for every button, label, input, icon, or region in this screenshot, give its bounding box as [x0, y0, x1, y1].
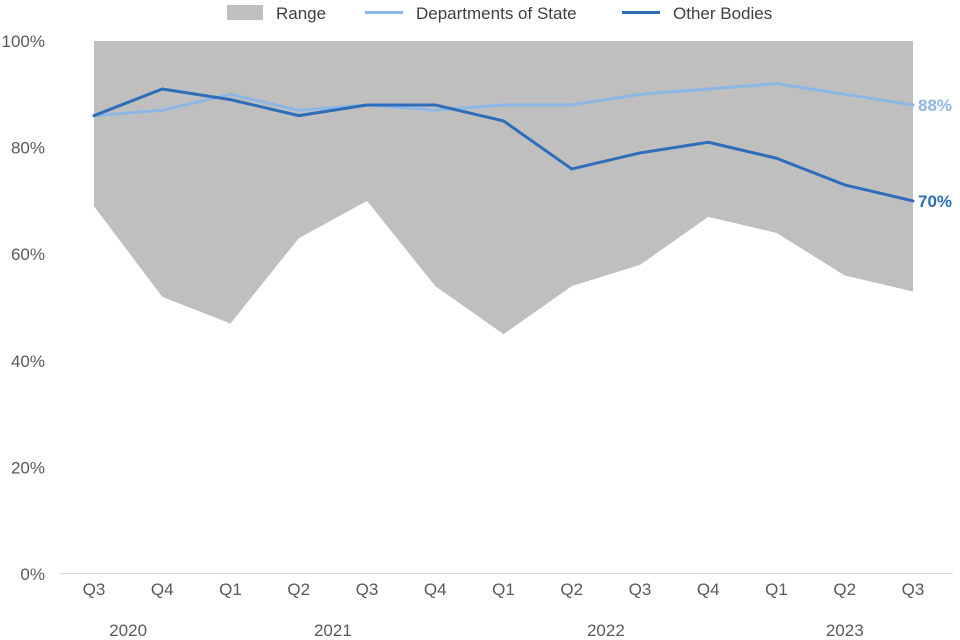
y-tick-label: 20%	[11, 458, 45, 477]
legend-label-departments-of-state: Departments of State	[416, 4, 577, 23]
series-line-other-bodies	[92, 87, 915, 203]
y-tick-label: 100%	[2, 32, 45, 51]
x-tick-label: Q3	[83, 580, 106, 599]
year-label: 2020	[109, 621, 147, 640]
y-tick-label: 80%	[11, 139, 45, 158]
x-tick-label: Q3	[902, 580, 925, 599]
plot-area	[92, 41, 915, 335]
legend-swatch-range	[227, 5, 263, 20]
legend: Range Departments of State Other Bodies	[227, 4, 772, 23]
end-labels: 88% 70%	[918, 96, 952, 211]
y-tick-label: 0%	[20, 565, 45, 584]
x-tick-label: Q1	[492, 580, 515, 599]
x-tick-label: Q2	[833, 580, 856, 599]
legend-label-other-bodies: Other Bodies	[673, 4, 772, 23]
y-tick-label: 40%	[11, 352, 45, 371]
y-axis: 0% 20% 40% 60% 80% 100%	[2, 32, 45, 584]
x-axis: Q3 Q4 Q1 Q2 Q3 Q4 Q1 Q2 Q3 Q4 Q1 Q2 Q3 2020 2021 2022 20…	[83, 580, 925, 640]
x-tick-label: Q3	[356, 580, 379, 599]
x-tick-label: Q1	[765, 580, 788, 599]
x-tick-label: Q4	[424, 580, 447, 599]
y-tick-label: 60%	[11, 245, 45, 264]
end-label-other-bodies: 70%	[918, 192, 952, 211]
x-tick-label: Q2	[560, 580, 583, 599]
x-tick-label: Q4	[151, 580, 174, 599]
x-tick-label: Q1	[219, 580, 242, 599]
end-label-departments-of-state: 88%	[918, 96, 952, 115]
year-label: 2023	[826, 621, 864, 640]
x-tick-label: Q3	[629, 580, 652, 599]
year-label: 2022	[587, 621, 625, 640]
legend-label-range: Range	[276, 4, 326, 23]
series-line-departments-of-state	[92, 82, 915, 118]
x-tick-label: Q2	[287, 580, 310, 599]
x-tick-label: Q4	[697, 580, 720, 599]
year-label: 2021	[314, 621, 352, 640]
